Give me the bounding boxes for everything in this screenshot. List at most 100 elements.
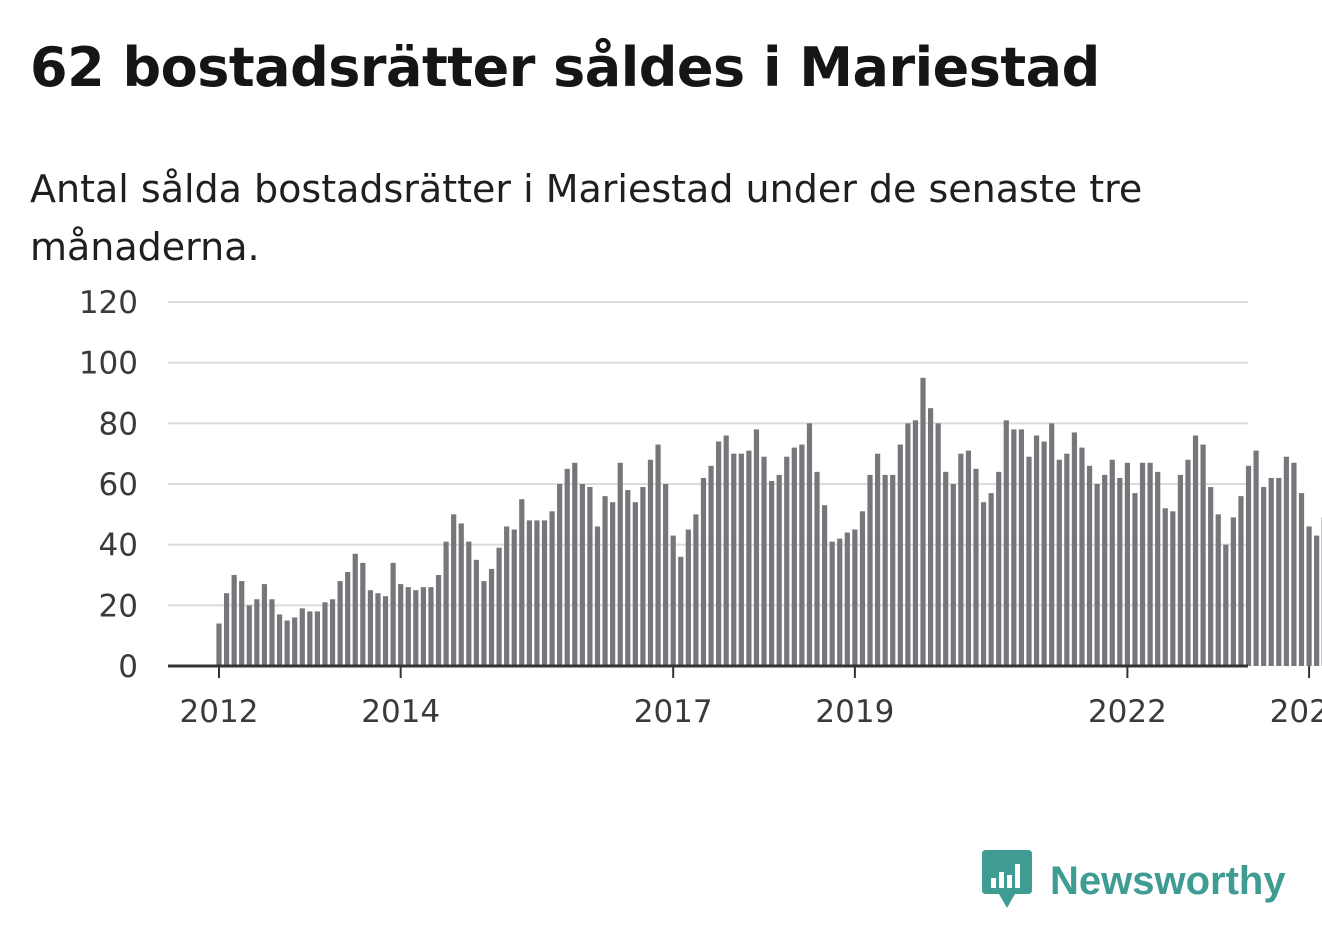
bar bbox=[223, 593, 230, 666]
bar bbox=[1132, 493, 1138, 666]
bar bbox=[466, 541, 472, 666]
bar bbox=[852, 529, 858, 666]
bar bbox=[988, 493, 994, 666]
bar bbox=[322, 602, 328, 666]
bar bbox=[943, 471, 949, 666]
bar bbox=[980, 502, 987, 666]
bar bbox=[958, 453, 964, 666]
bar bbox=[261, 584, 268, 666]
bar bbox=[284, 620, 290, 666]
bar bbox=[1238, 496, 1244, 666]
bar bbox=[579, 484, 585, 666]
bar bbox=[647, 459, 654, 666]
bar bbox=[996, 471, 1002, 666]
y-tick-label: 40 bbox=[99, 528, 138, 564]
bar bbox=[640, 487, 646, 666]
bar bbox=[269, 599, 275, 666]
bar bbox=[1147, 462, 1153, 666]
bar bbox=[1253, 450, 1259, 666]
bar bbox=[1276, 477, 1282, 666]
bar bbox=[345, 571, 351, 666]
bar bbox=[557, 484, 563, 666]
bar bbox=[488, 568, 495, 666]
bar bbox=[360, 562, 366, 666]
bar bbox=[390, 562, 396, 666]
bar bbox=[905, 423, 911, 666]
bar bbox=[231, 575, 237, 666]
bar bbox=[700, 477, 707, 666]
bar bbox=[504, 526, 510, 666]
bar bbox=[1026, 456, 1032, 666]
brand-name: Newsworthy bbox=[1050, 858, 1286, 903]
bar bbox=[1200, 444, 1206, 666]
y-tick-label: 0 bbox=[118, 649, 138, 685]
bar bbox=[1162, 508, 1168, 666]
bar bbox=[1306, 526, 1312, 666]
bar bbox=[398, 584, 404, 666]
bar bbox=[1041, 441, 1047, 666]
bar bbox=[496, 547, 502, 666]
bar bbox=[927, 408, 934, 666]
bar bbox=[753, 429, 760, 666]
y-tick-label: 60 bbox=[99, 467, 138, 503]
bar bbox=[1215, 514, 1221, 666]
bar bbox=[1049, 423, 1055, 666]
y-tick-label: 80 bbox=[99, 406, 138, 442]
bar bbox=[837, 538, 843, 666]
bar bbox=[761, 456, 767, 666]
bar bbox=[564, 468, 570, 666]
bar bbox=[1117, 477, 1123, 666]
bar bbox=[587, 487, 593, 666]
bar bbox=[655, 444, 661, 666]
bar bbox=[473, 559, 479, 666]
x-axis: 2012 2014 2017 2019 2022 2024 bbox=[180, 666, 1322, 730]
bar bbox=[239, 581, 245, 666]
bar bbox=[663, 484, 669, 666]
x-tick-label: 2019 bbox=[815, 694, 894, 730]
bar bbox=[1268, 477, 1274, 666]
bar bbox=[1245, 465, 1252, 666]
bar bbox=[716, 441, 722, 666]
bar bbox=[602, 496, 608, 666]
bar bbox=[1261, 487, 1267, 666]
bar bbox=[625, 490, 631, 666]
bar bbox=[829, 541, 835, 666]
bar bbox=[1033, 435, 1040, 666]
bar bbox=[610, 502, 616, 666]
bar bbox=[534, 520, 540, 666]
bar bbox=[897, 444, 903, 666]
y-tick-label: 120 bbox=[79, 285, 138, 321]
bar bbox=[511, 529, 517, 666]
bar bbox=[594, 526, 601, 666]
bar bbox=[1018, 429, 1025, 666]
bar-chart-speech-bubble-icon bbox=[982, 850, 1032, 908]
bar bbox=[973, 468, 979, 666]
bar bbox=[451, 514, 457, 666]
bar bbox=[413, 590, 419, 666]
bar bbox=[678, 556, 684, 666]
bar bbox=[375, 593, 381, 666]
bar bbox=[806, 423, 813, 666]
bar bbox=[1170, 511, 1176, 666]
bars bbox=[216, 377, 1322, 666]
bar bbox=[1064, 453, 1070, 666]
bar bbox=[965, 450, 972, 666]
bar bbox=[1079, 447, 1085, 666]
bar bbox=[572, 462, 578, 666]
bar bbox=[337, 581, 343, 666]
bar bbox=[405, 587, 411, 666]
bar bbox=[632, 502, 638, 666]
bar bbox=[799, 444, 805, 666]
bar bbox=[1185, 459, 1191, 666]
bar bbox=[1086, 465, 1093, 666]
x-tick-label: 2024 bbox=[1270, 694, 1322, 730]
bar bbox=[382, 596, 389, 666]
bar bbox=[254, 599, 260, 666]
bar bbox=[549, 511, 555, 666]
bar bbox=[1291, 462, 1297, 666]
x-tick-label: 2022 bbox=[1088, 694, 1167, 730]
bar bbox=[299, 608, 305, 666]
bar bbox=[1124, 462, 1130, 666]
chart-subtitle: Antal sålda bostadsrätter i Mariestad un… bbox=[30, 167, 1143, 269]
bar bbox=[367, 590, 373, 666]
